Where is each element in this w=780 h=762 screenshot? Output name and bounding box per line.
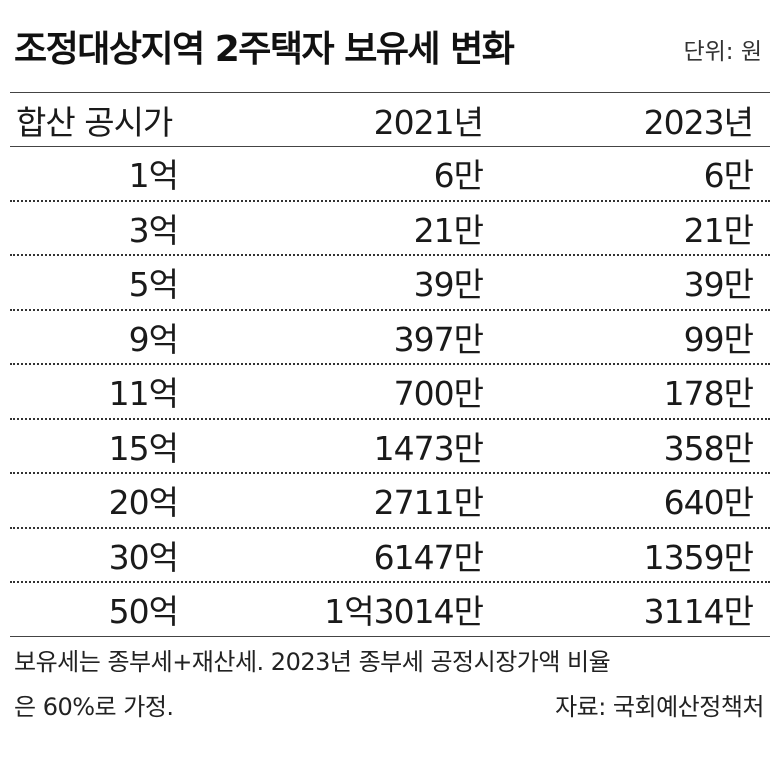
cell-2023: 1359만 [643, 537, 754, 577]
table-row: 3억 21만 21만 [10, 202, 770, 256]
cell-price: 11억 [108, 374, 179, 414]
cell-price: 9억 [128, 319, 179, 359]
table-row: 15억 1473만 358만 [10, 420, 770, 474]
cell-2023: 99만 [683, 319, 754, 359]
cell-2023: 358만 [663, 428, 754, 468]
table-row: 11억 700만 178만 [10, 365, 770, 420]
cell-price: 30억 [108, 537, 179, 577]
table-row: 20억 2711만 640만 [10, 474, 770, 529]
top-rule [10, 92, 770, 93]
cell-2021: 2711만 [373, 483, 484, 523]
unit-label: 단위: 원 [683, 39, 762, 65]
header-2021: 2021년 [373, 102, 484, 142]
cell-2023: 178만 [663, 374, 754, 414]
cell-price: 15억 [108, 428, 179, 468]
footnote-line-1: 보유세는 종부세+재산세. 2023년 종부세 공정시장가액 비율 [14, 648, 611, 676]
cell-price: 50억 [108, 592, 179, 632]
cell-price: 20억 [108, 483, 179, 523]
table-row: 50억 1억3014만 3114만 [10, 583, 770, 637]
cell-2021: 397만 [393, 319, 484, 359]
cell-2021: 1억3014만 [324, 592, 484, 632]
table-row: 30억 6147만 1359만 [10, 529, 770, 583]
cell-2023: 3114만 [643, 592, 754, 632]
title-bar: 조정대상지역 2주택자 보유세 변화 단위: 원 [0, 0, 780, 100]
page-title: 조정대상지역 2주택자 보유세 변화 [14, 29, 515, 70]
footnote-line-2-row: 은 60%로 가정. 자료: 국회예산정책처 [14, 685, 764, 730]
cell-price: 5억 [128, 265, 179, 305]
cell-price: 3억 [128, 210, 179, 250]
cell-2021: 21만 [413, 210, 484, 250]
cell-2021: 1473만 [373, 428, 484, 468]
header-price: 합산 공시가 [16, 102, 173, 142]
cell-2023: 21만 [683, 210, 754, 250]
tax-table: 합산 공시가 2021년 2023년 1억 6만 6만 3억 21만 21만 5… [10, 93, 770, 637]
source-label: 자료: 국회예산정책처 [555, 693, 764, 721]
table-row: 1억 6만 6만 [10, 147, 770, 202]
cell-2021: 6147만 [373, 537, 484, 577]
footnote-line-2: 은 60%로 가정. [14, 693, 174, 721]
cell-2021: 700만 [393, 374, 484, 414]
cell-2023: 6만 [703, 156, 754, 196]
cell-2021: 39만 [413, 265, 484, 305]
footnote: 보유세는 종부세+재산세. 2023년 종부세 공정시장가액 비율 은 60%로… [14, 640, 764, 730]
header-2023: 2023년 [643, 102, 754, 142]
cell-2021: 6만 [433, 156, 484, 196]
cell-2023: 39만 [683, 265, 754, 305]
cell-2023: 640만 [663, 483, 754, 523]
table-header: 합산 공시가 2021년 2023년 [10, 93, 770, 147]
table-row: 9억 397만 99만 [10, 311, 770, 365]
table-row: 5억 39만 39만 [10, 256, 770, 311]
cell-price: 1억 [128, 156, 179, 196]
